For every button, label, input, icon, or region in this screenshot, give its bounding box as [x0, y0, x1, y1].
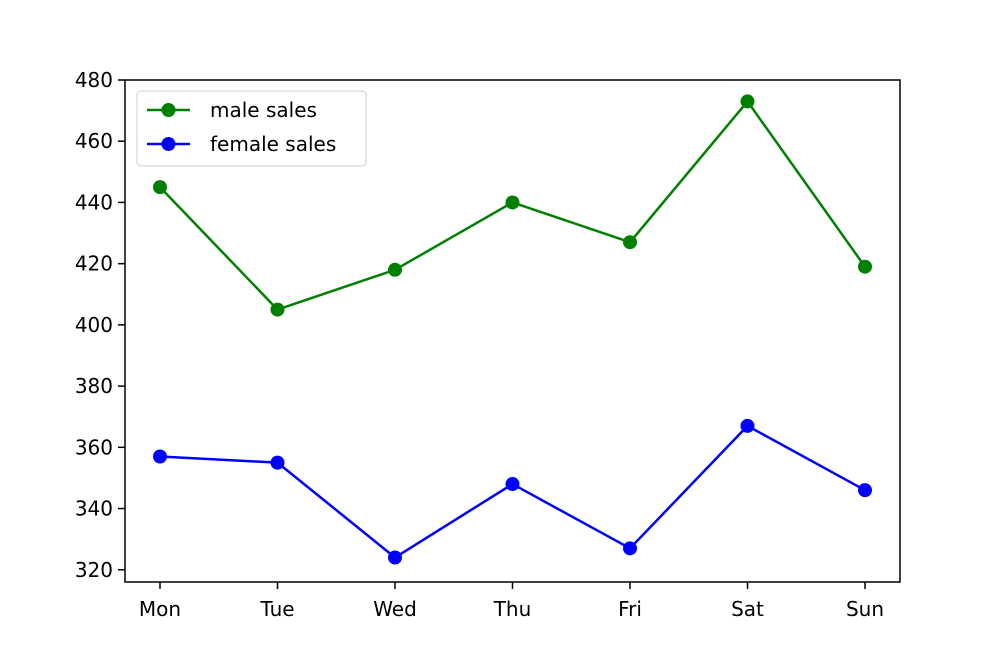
y-tick-label: 420 [75, 252, 113, 276]
data-point [270, 455, 285, 470]
data-point [153, 449, 167, 464]
series-male-sales [153, 94, 872, 317]
series-layer [153, 94, 872, 565]
legend-label: male sales [210, 98, 317, 122]
data-point [505, 195, 520, 210]
x-tick-label: Mon [139, 597, 181, 621]
data-point [740, 418, 755, 433]
y-tick-label: 480 [75, 68, 113, 92]
x-axis: Mon Tue Wed Thu Fri Sat Sun [139, 582, 884, 621]
x-tick-label: Tue [259, 597, 294, 621]
series-female-sales [153, 418, 872, 565]
legend-box [136, 90, 367, 167]
legend: male sales female sales [136, 90, 367, 167]
y-axis: 320 340 360 380 400 420 440 460 480 [75, 68, 125, 582]
legend-marker [161, 103, 176, 117]
x-tick-label: Sun [846, 597, 884, 621]
y-tick-label: 440 [75, 190, 113, 214]
data-point [388, 550, 402, 565]
data-point [153, 180, 167, 195]
data-point [858, 259, 872, 274]
y-tick-label: 380 [75, 374, 113, 398]
data-point [388, 262, 402, 277]
data-point [270, 302, 285, 317]
legend-label: female sales [210, 132, 336, 156]
x-tick-label: Wed [373, 597, 417, 621]
x-tick-label: Fri [618, 597, 642, 621]
y-tick-label: 360 [75, 435, 113, 459]
data-point [623, 235, 637, 250]
data-point [505, 477, 520, 492]
legend-items: male sales female sales [147, 98, 336, 156]
data-point [858, 483, 872, 498]
x-tick-label: Thu [493, 597, 532, 621]
legend-entry: male sales [147, 98, 317, 122]
y-tick-label: 320 [75, 558, 113, 582]
y-tick-label: 460 [75, 129, 113, 153]
data-point [623, 541, 637, 556]
legend-marker [161, 137, 176, 151]
legend-entry: female sales [147, 132, 336, 156]
y-tick-label: 400 [75, 313, 113, 337]
y-tick-label: 340 [75, 497, 113, 521]
x-tick-label: Sat [731, 597, 764, 621]
data-point [740, 94, 755, 109]
